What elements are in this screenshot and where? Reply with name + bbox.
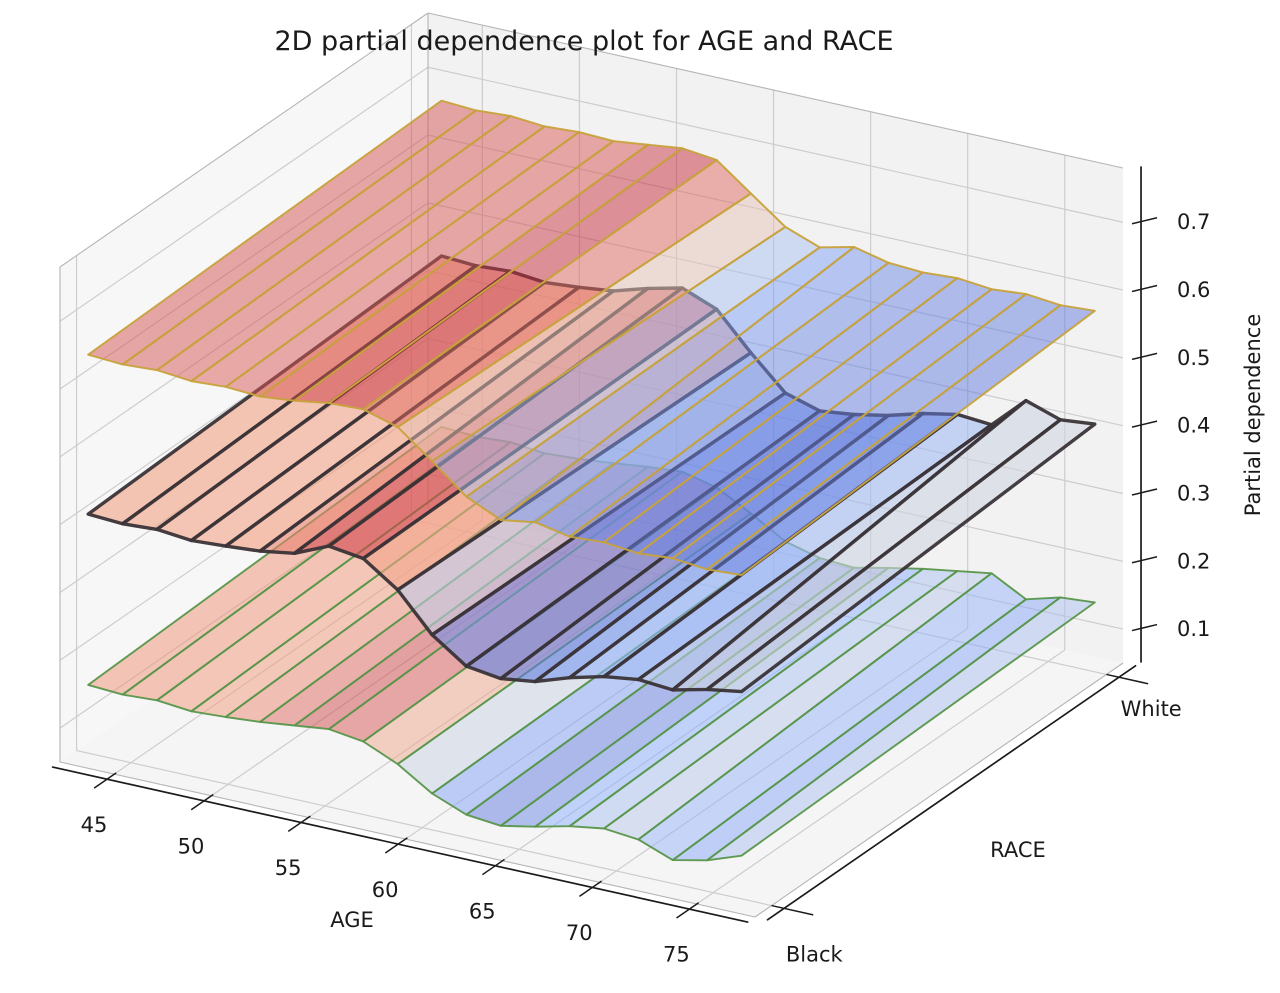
- z-tick-mark: [1131, 420, 1158, 428]
- age-tick-mark: [190, 793, 214, 811]
- box-edge: [59, 12, 429, 268]
- box-edge: [59, 761, 756, 918]
- age-tick-mark: [384, 837, 408, 854]
- z-tick-label: 0.7: [1177, 210, 1210, 234]
- z-tick-label: 0.5: [1177, 346, 1210, 370]
- z-tick-label: 0.6: [1177, 278, 1210, 302]
- age-axis-spine: [51, 766, 749, 923]
- race-axis-spine: [766, 664, 1137, 921]
- z-tick-mark: [1131, 352, 1158, 361]
- age-tick-label: 75: [663, 943, 690, 967]
- age-tick-mark: [579, 880, 602, 897]
- race-tick-mark: [1106, 673, 1149, 685]
- box-edge: [754, 662, 1124, 918]
- age-tick-label: 45: [81, 813, 108, 837]
- z-tick-mark: [1131, 623, 1158, 632]
- age-tick-label: 50: [178, 834, 205, 858]
- age-tick-label: 70: [566, 921, 593, 945]
- grid-line-age: [696, 649, 1066, 905]
- age-tick-mark: [481, 858, 505, 876]
- grid-line-z: [59, 66, 429, 322]
- bottom-surface-band: [706, 596, 1096, 862]
- z-tick-label: 0.2: [1177, 549, 1210, 573]
- age-tick-mark: [93, 772, 117, 789]
- box-edge: [427, 12, 1124, 169]
- top-surface-band: [706, 304, 1096, 576]
- race-tick-label: Black: [786, 942, 844, 966]
- age-tick-label: 55: [275, 856, 302, 880]
- z-tick-mark: [1131, 216, 1158, 225]
- x-axis-label: AGE: [330, 908, 374, 932]
- chart-title: 2D partial dependence plot for AGE and R…: [274, 26, 894, 57]
- race-tick-mark: [771, 904, 814, 916]
- race-tick-label: White: [1121, 697, 1182, 721]
- z-tick-mark: [1131, 284, 1158, 293]
- z-tick-label: 0.4: [1177, 414, 1210, 438]
- z-tick-label: 0.1: [1177, 617, 1210, 641]
- grid-line-z: [427, 66, 1124, 223]
- y-axis-label: RACE: [990, 838, 1046, 862]
- age-tick-label: 60: [372, 878, 399, 902]
- grid-line-race: [76, 749, 772, 907]
- age-tick-mark: [676, 902, 700, 919]
- age-tick-label: 65: [469, 899, 496, 923]
- z-tick-mark: [1131, 488, 1158, 496]
- age-tick-mark: [287, 815, 311, 833]
- middle-surface-band: [705, 418, 1097, 694]
- z-tick-mark: [1131, 556, 1158, 564]
- z-tick-label: 0.3: [1177, 481, 1210, 505]
